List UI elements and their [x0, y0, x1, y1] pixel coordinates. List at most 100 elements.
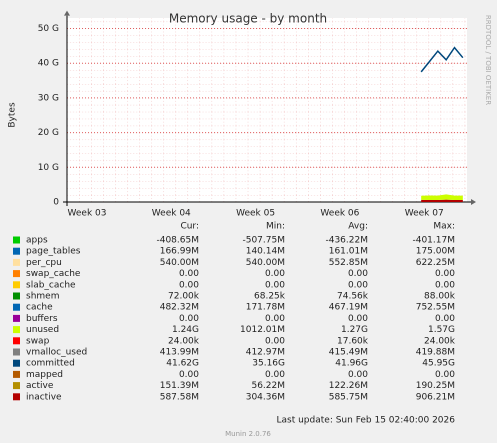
x-axis-arrow [471, 199, 476, 205]
legend-value: 540.00M [246, 258, 285, 268]
legend-value: 74.56k [337, 292, 369, 302]
legend-value: 0.00 [348, 314, 368, 324]
legend-value: 752.55M [416, 303, 455, 313]
y-tick-label: 30 G [38, 93, 59, 103]
area [421, 194, 463, 200]
legend-swatch [13, 337, 20, 345]
legend-swatch [13, 382, 20, 390]
legend-value: 35.16G [252, 359, 285, 369]
legend-value: 161.01M [329, 247, 368, 257]
legend-label: vmalloc_used [26, 348, 87, 358]
y-tick-label: 40 G [38, 59, 59, 69]
footer: Last update: Sun Feb 15 02:40:00 2026 [277, 416, 456, 426]
legend-swatch [13, 281, 20, 289]
legend-value: 1.24G [172, 325, 199, 335]
legend-value: 0.00 [435, 314, 455, 324]
legend-value: -408.65M [156, 236, 199, 246]
legend-value: 0.00 [265, 314, 285, 324]
legend-value: 24.00k [424, 336, 456, 346]
legend-swatch [13, 292, 20, 300]
legend-value: 587.58M [160, 392, 199, 402]
legend-swatch [13, 303, 20, 311]
legend-value: 482.32M [160, 303, 199, 313]
legend-value: 906.21M [416, 392, 455, 402]
legend-label: apps [26, 236, 48, 246]
legend-value: 0.00 [265, 269, 285, 279]
side-text: RRDTOOL / TOBI OETIKER [484, 15, 492, 105]
legend-label: mapped [26, 370, 63, 380]
legend-value: 72.00k [168, 292, 200, 302]
legend-swatch [13, 247, 20, 255]
legend-value: 151.39M [160, 381, 199, 391]
column-header: Min: [266, 222, 285, 232]
legend-swatch [13, 236, 20, 244]
legend-value: 0.00 [435, 370, 455, 380]
legend-swatch [13, 393, 20, 401]
legend-value: 0.00 [348, 280, 368, 290]
legend-swatch [13, 348, 20, 356]
legend-value: 0.00 [179, 314, 199, 324]
legend-value: -436.22M [325, 236, 368, 246]
legend-value: 0.00 [435, 280, 455, 290]
x-tick-label: Week 06 [320, 209, 359, 219]
legend-label: slab_cache [26, 280, 76, 290]
legend-swatch [13, 370, 20, 378]
legend-value: 585.75M [329, 392, 368, 402]
legend-value: -401.17M [412, 236, 455, 246]
y-tick-label: 0 [53, 198, 59, 208]
legend-label: buffers [26, 314, 58, 324]
area [421, 199, 463, 202]
legend-value: 622.25M [416, 258, 455, 268]
legend-value: 0.00 [179, 370, 199, 380]
x-tick-label: Week 04 [152, 209, 191, 219]
x-tick-label: Week 05 [236, 209, 275, 219]
y-tick-label: 50 G [38, 24, 59, 34]
legend-swatch [13, 359, 20, 367]
legend-value: 166.99M [160, 247, 199, 257]
legend-value: 68.25k [254, 292, 286, 302]
legend-value: 540.00M [160, 258, 199, 268]
y-axis-label: Bytes [8, 102, 18, 128]
legend-value: 45.95G [422, 359, 455, 369]
legend-swatch [13, 258, 20, 266]
legend-value: 0.00 [348, 269, 368, 279]
legend-swatch [13, 270, 20, 278]
legend-label: shmem [26, 292, 59, 302]
x-tick-label: Week 03 [68, 209, 107, 219]
legend-value: 1.57G [428, 325, 455, 335]
legend-value: 24.00k [168, 336, 200, 346]
legend-value: 552.85M [329, 258, 368, 268]
legend-value: 0.00 [435, 269, 455, 279]
x-tick-label: Week 07 [405, 209, 444, 219]
legend-label: cache [26, 303, 53, 313]
legend-value: 415.49M [329, 348, 368, 358]
legend-value: 0.00 [265, 336, 285, 346]
legend-label: unused [26, 325, 59, 335]
legend-value: 467.19M [329, 303, 368, 313]
legend-value: 0.00 [265, 370, 285, 380]
legend-value: 1012.01M [240, 325, 285, 335]
y-tick-label: 10 G [38, 163, 59, 173]
legend-value: 190.25M [416, 381, 455, 391]
legend-value: 304.36M [246, 392, 285, 402]
legend-value: 0.00 [348, 370, 368, 380]
legend-value: 122.26M [329, 381, 368, 391]
legend-label: swap [26, 336, 50, 346]
column-header: Avg: [348, 222, 368, 232]
line [420, 46, 464, 73]
legend-label: inactive [26, 392, 62, 402]
legend-value: 56.22M [251, 381, 285, 391]
legend-value: 175.00M [416, 247, 455, 257]
legend-value: 88.00k [424, 292, 456, 302]
legend-value: 0.00 [179, 280, 199, 290]
y-axis-arrow [64, 10, 70, 16]
legend-label: active [26, 381, 54, 391]
legend-value: 41.62G [166, 359, 199, 369]
legend-value: 17.60k [337, 336, 369, 346]
column-header: Max: [433, 222, 455, 232]
minor-grid [67, 18, 467, 202]
legend-value: 1.27G [341, 325, 368, 335]
legend-label: page_tables [26, 247, 81, 257]
